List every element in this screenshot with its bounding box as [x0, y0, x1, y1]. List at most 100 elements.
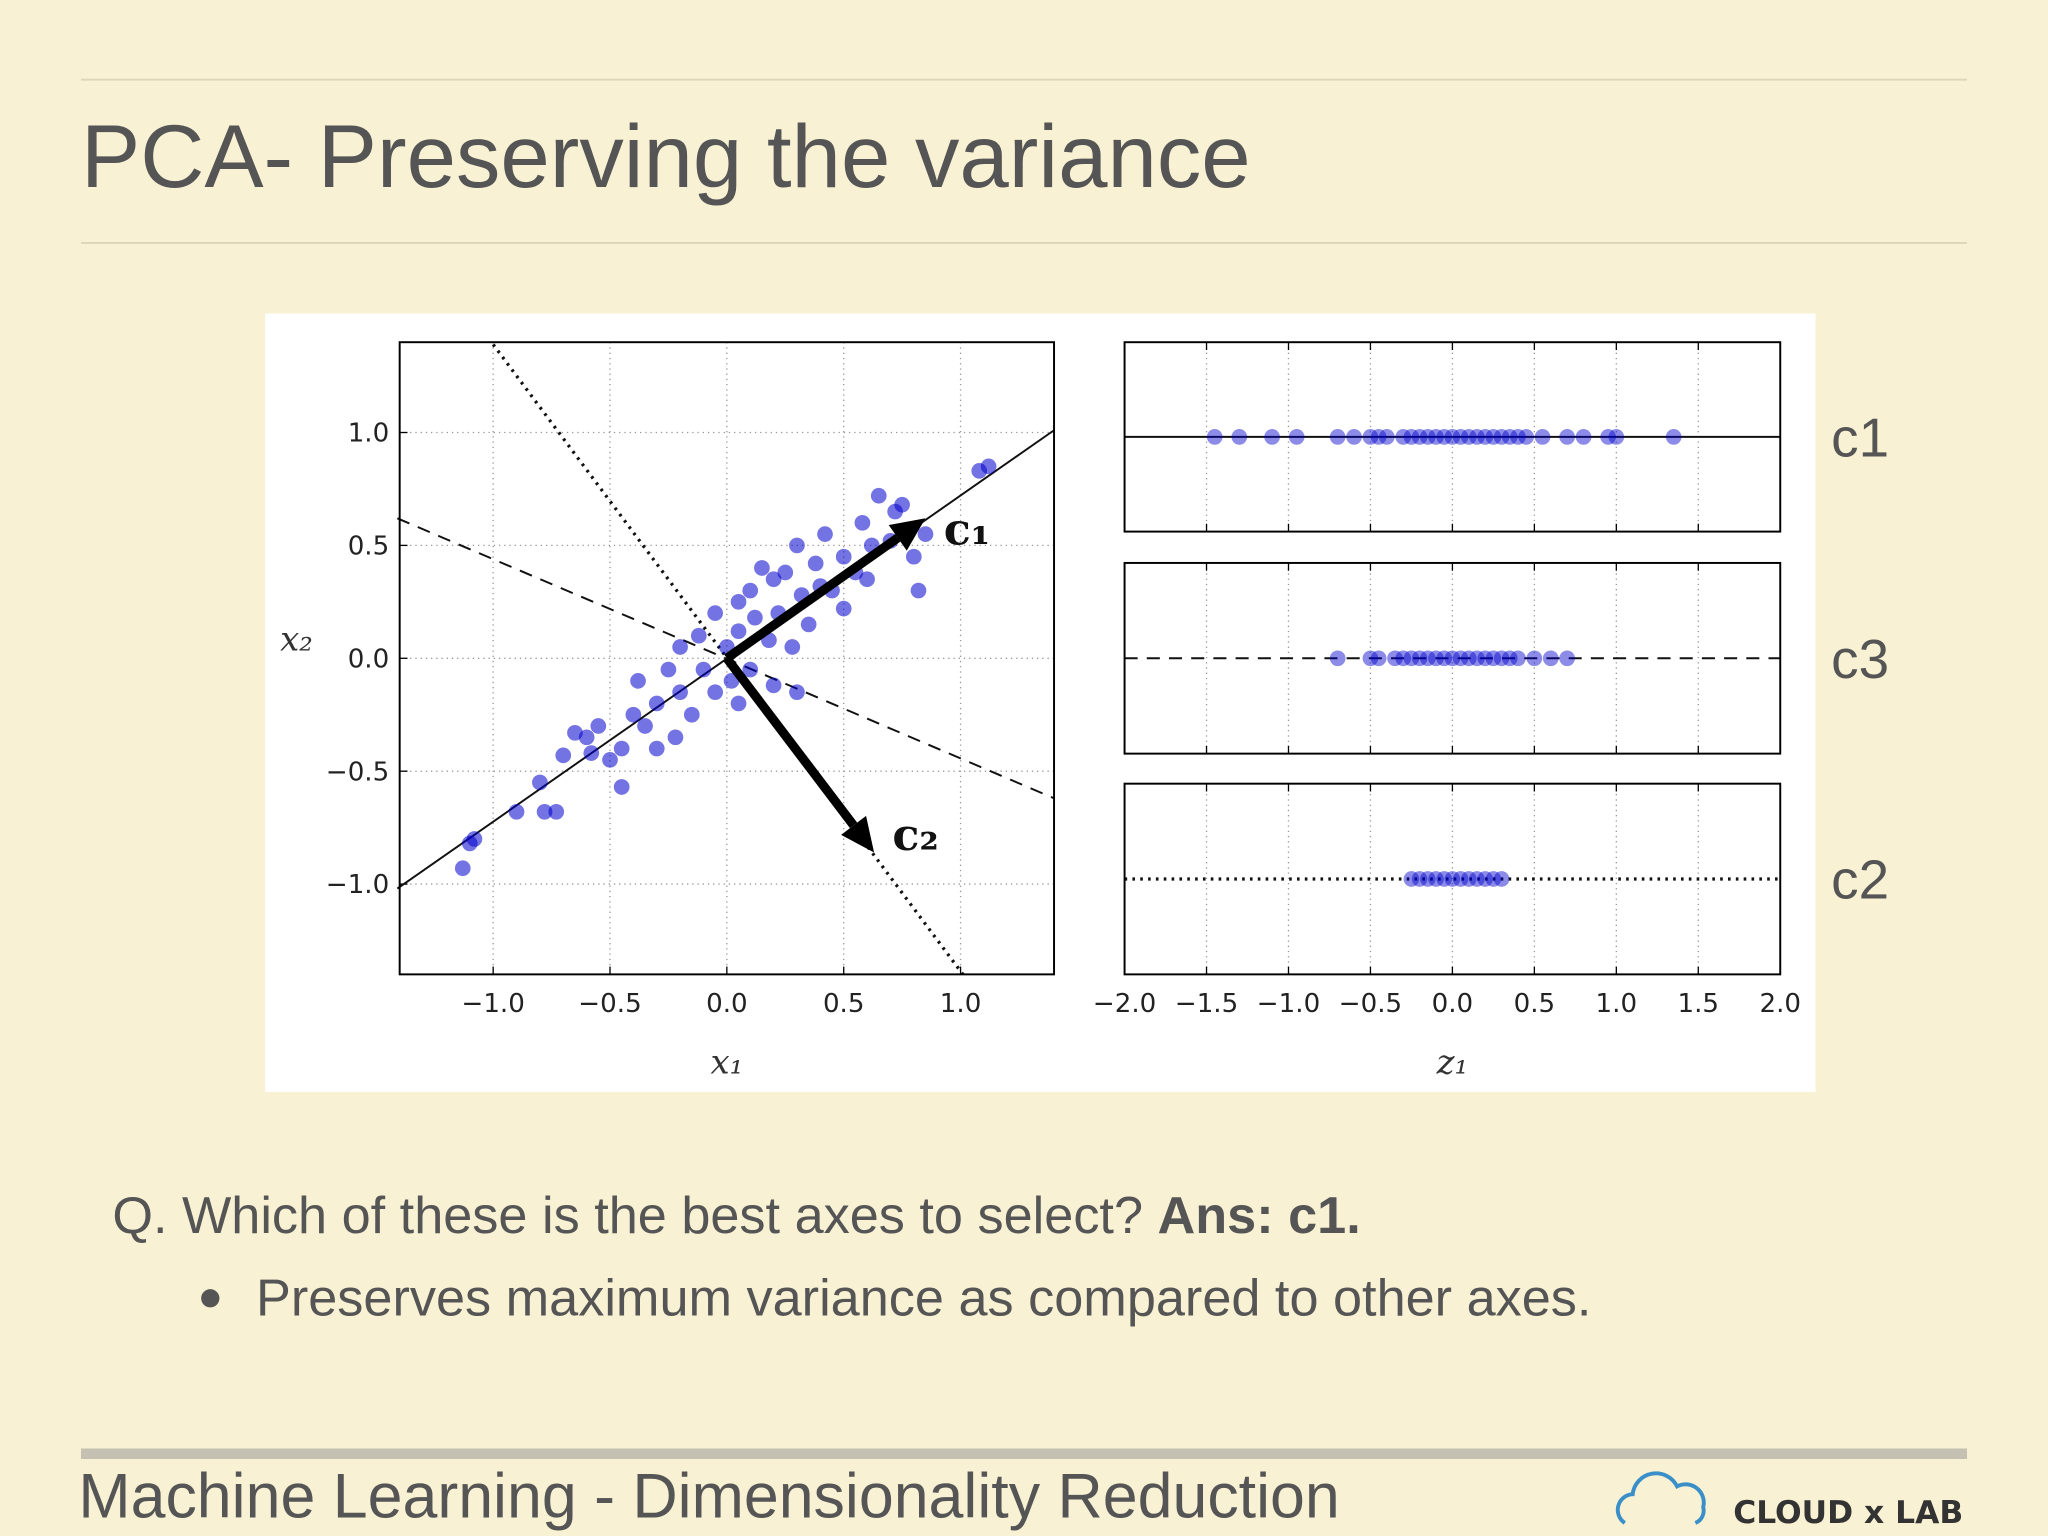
figure-background	[265, 313, 1816, 1092]
projected-point	[1428, 871, 1444, 887]
footer-text: Machine Learning - Dimensionality Reduct…	[78, 1462, 1339, 1532]
point	[695, 661, 712, 678]
point	[648, 695, 665, 712]
point	[747, 609, 763, 626]
x-tick-label: 0.0	[1432, 989, 1474, 1019]
point	[807, 555, 824, 572]
point	[508, 803, 525, 820]
point	[800, 616, 817, 633]
projected-point	[1485, 871, 1502, 887]
x-tick-label: −0.5	[1339, 989, 1402, 1019]
projected-point	[1370, 429, 1387, 445]
projected-point	[1206, 429, 1223, 445]
point	[660, 661, 677, 678]
y-tick-label: −0.5	[326, 757, 389, 787]
point	[980, 458, 997, 475]
projected-point	[1387, 650, 1403, 667]
question: Q. Which of these is the best axes to se…	[112, 1187, 1360, 1245]
panel-label: c3	[1831, 628, 1889, 690]
projected-point	[1362, 429, 1379, 445]
x-tick-label: 1.5	[1678, 989, 1720, 1019]
projected-point	[1452, 429, 1469, 445]
plot-frame	[1123, 561, 1782, 755]
projected-point	[1403, 871, 1420, 887]
projected-point	[1379, 429, 1395, 445]
y-axis-label: x₂	[280, 619, 313, 659]
projected-point	[1485, 429, 1502, 445]
point	[730, 623, 747, 640]
arrow-head	[888, 518, 926, 551]
x-tick-label: −1.5	[1175, 989, 1238, 1019]
projected-point	[1460, 429, 1477, 445]
projected-point	[1501, 650, 1518, 667]
projected-point	[1329, 429, 1346, 445]
projected-point	[1477, 650, 1494, 667]
point	[910, 582, 927, 599]
point	[789, 684, 805, 700]
point	[754, 560, 770, 576]
projected-point	[1452, 650, 1469, 667]
projected-point	[1559, 429, 1575, 445]
arrow-shaft	[724, 534, 901, 663]
point	[784, 639, 801, 655]
projected-point	[1452, 871, 1469, 887]
plot-frame	[398, 341, 1056, 976]
projected-point	[1485, 650, 1502, 667]
x-tick-label: 2.0	[1759, 989, 1801, 1019]
projected-point	[1419, 650, 1436, 667]
logo-text: CLOUD x LAB	[1733, 1495, 1963, 1531]
plots: −1.0 −0.5 0.0 0.5 1.0 −1.0 −0.5 0.0 0.5 1.0 x₁ x₂ c₁…	[280, 341, 1889, 1083]
point	[870, 487, 887, 504]
projected-point	[1608, 429, 1625, 445]
point	[602, 752, 618, 768]
projected-point	[1264, 429, 1280, 445]
x-tick-label: 0.5	[1514, 989, 1556, 1019]
y-tick-label: 1.0	[348, 419, 390, 449]
component-axis	[396, 517, 1055, 800]
projected-point	[1403, 429, 1420, 445]
projected-point	[1411, 871, 1428, 887]
projected-point	[1469, 429, 1485, 445]
bullet-text: Preserves maximum variance as compared t…	[256, 1269, 1591, 1327]
y-tick-label: 0.5	[348, 532, 390, 562]
projected-point	[1419, 871, 1436, 887]
projected-point	[1542, 650, 1559, 667]
panel-label: c2	[1831, 849, 1889, 911]
point	[672, 639, 688, 655]
projected-point	[1411, 429, 1428, 445]
point	[648, 740, 665, 757]
x-axis-label: z₁	[1436, 1043, 1469, 1083]
arrow-head	[841, 815, 875, 853]
x-tick-label: −0.5	[578, 989, 641, 1019]
projected-point	[1460, 871, 1477, 887]
point	[859, 571, 875, 588]
projected-point	[1510, 429, 1526, 445]
projected-point	[1501, 429, 1518, 445]
plot-frame	[1123, 782, 1782, 976]
projected-point	[1493, 650, 1510, 667]
projected-point	[1419, 429, 1436, 445]
projected-point	[1346, 429, 1362, 445]
x-tick-label: −2.0	[1093, 989, 1156, 1019]
projected-point	[1575, 429, 1592, 445]
point	[454, 860, 471, 877]
point	[730, 695, 747, 712]
point	[613, 740, 630, 757]
projected-point	[1370, 650, 1387, 667]
point	[854, 514, 871, 531]
projected-point	[1403, 650, 1420, 667]
point	[742, 582, 759, 599]
projected-point	[1444, 871, 1461, 887]
x-tick-label: −1.0	[461, 989, 524, 1019]
slide-title: PCA- Preserving the variance	[81, 107, 1251, 206]
projected-point	[1428, 650, 1444, 667]
x-tick-label: 0.0	[706, 989, 748, 1019]
projected-point	[1600, 429, 1616, 445]
projected-point	[1395, 650, 1412, 667]
point	[917, 526, 934, 542]
point	[707, 684, 724, 700]
projected-point	[1444, 650, 1461, 667]
projected-point	[1526, 650, 1543, 667]
projected-point	[1329, 650, 1346, 667]
